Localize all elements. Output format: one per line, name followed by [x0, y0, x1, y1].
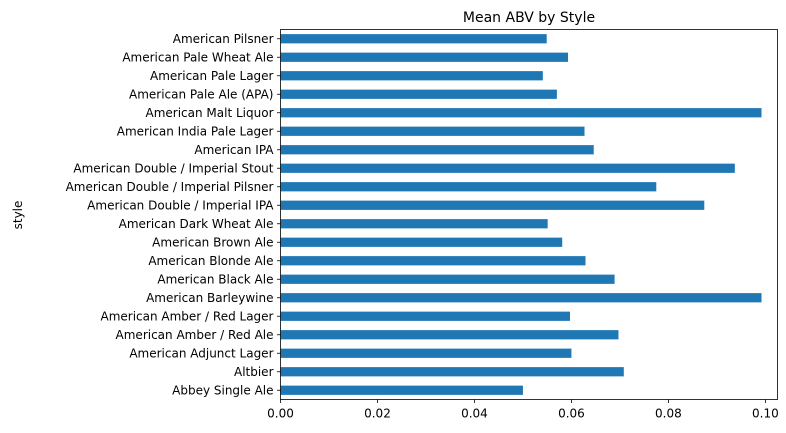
category-label: American Amber / Red Ale — [116, 328, 274, 342]
category-label: American Barleywine — [146, 291, 273, 305]
x-tick-label: 0.06 — [558, 407, 585, 421]
category-label: American Malt Liquor — [146, 106, 274, 120]
category-label: American Double / Imperial Pilsner — [66, 180, 274, 194]
bar — [280, 237, 563, 247]
bar — [280, 256, 586, 266]
bar — [280, 200, 705, 210]
category-label: American Pale Wheat Ale — [122, 50, 273, 64]
category-labels: Abbey Single Ale Altbier American Adjunct … — [66, 32, 281, 397]
category-label: American Brown Ale — [152, 235, 273, 249]
category-label: American Dark Wheat Ale — [119, 217, 274, 231]
bars-group — [280, 34, 762, 395]
bar — [280, 71, 543, 81]
bar — [280, 182, 657, 192]
category-label: American India Pale Lager — [117, 124, 274, 138]
category-label: American Adjunct Lager — [129, 346, 273, 360]
category-label: American IPA — [194, 143, 274, 157]
x-tick-label: 0.08 — [655, 407, 682, 421]
bar — [280, 311, 570, 321]
category-label: American Blonde Ale — [148, 254, 273, 268]
bar — [280, 52, 569, 62]
bar — [280, 126, 585, 136]
x-axis-ticks: 0.00 0.02 0.04 0.06 0.08 0.10 — [267, 399, 779, 421]
chart-title: Mean ABV by Style — [463, 10, 595, 26]
category-label: Abbey Single Ale — [172, 383, 273, 397]
x-tick-label: 0.02 — [364, 407, 391, 421]
bar — [280, 330, 619, 340]
category-label: American Double / Imperial Stout — [73, 161, 273, 175]
bar — [280, 274, 615, 284]
category-label: American Pilsner — [173, 32, 274, 46]
category-label: American Pale Ale (APA) — [129, 87, 274, 101]
plot-frame — [280, 29, 778, 400]
bar — [280, 163, 735, 173]
x-tick-label: 0.04 — [461, 407, 488, 421]
category-label: American Amber / Red Lager — [100, 309, 273, 323]
category-label: Altbier — [234, 365, 274, 379]
bar — [280, 348, 572, 358]
category-label: American Pale Lager — [150, 69, 274, 83]
bar — [280, 89, 557, 99]
bar — [280, 367, 624, 377]
bar — [280, 385, 523, 395]
category-label: American Double / Imperial IPA — [87, 198, 274, 212]
category-label: American Black Ale — [157, 272, 273, 286]
y-axis-label: style — [11, 201, 25, 230]
bar — [280, 293, 762, 303]
bar — [280, 108, 762, 118]
bar — [280, 34, 547, 44]
x-tick-label: 0.10 — [752, 407, 779, 421]
bar — [280, 145, 594, 155]
bar — [280, 219, 548, 229]
x-tick-label: 0.00 — [267, 407, 294, 421]
